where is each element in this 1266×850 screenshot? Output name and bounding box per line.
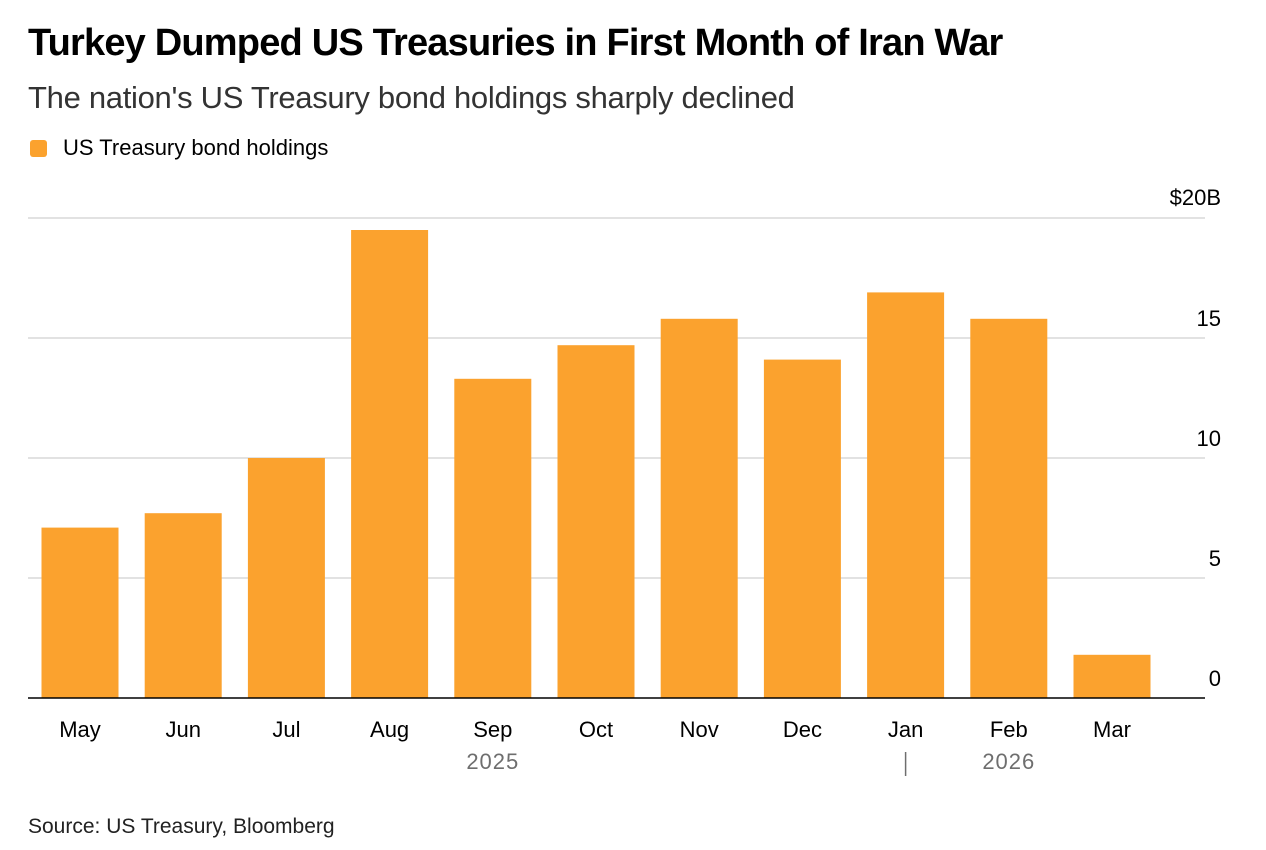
x-tick-label: Jan: [888, 717, 923, 742]
bar: [557, 345, 635, 698]
bar: [454, 378, 532, 698]
x-tick-label: Dec: [783, 717, 822, 742]
x-tick-label: Mar: [1093, 717, 1131, 742]
chart-title: Turkey Dumped US Treasuries in First Mon…: [28, 22, 1003, 64]
bar: [1073, 654, 1151, 698]
x-tick-label: Nov: [680, 717, 719, 742]
legend-label: US Treasury bond holdings: [63, 135, 329, 160]
legend: US Treasury bond holdings: [30, 135, 328, 161]
bar: [867, 292, 945, 698]
bar: [763, 359, 841, 698]
source-note: Source: US Treasury, Bloomberg: [28, 815, 335, 838]
x-tick-label: Sep: [473, 717, 512, 742]
year-label: 2025: [466, 749, 519, 774]
bar: [660, 318, 738, 698]
y-tick-label: 15: [1197, 306, 1221, 331]
y-tick-label: 5: [1209, 546, 1221, 571]
bar: [144, 513, 222, 698]
x-tick-label: Aug: [370, 717, 409, 742]
y-tick-label: $20B: [1170, 185, 1221, 210]
x-tick-label: Jun: [165, 717, 200, 742]
year-label: 2026: [982, 749, 1035, 774]
bar: [970, 318, 1048, 698]
x-tick-label: Jul: [272, 717, 300, 742]
bar: [351, 230, 429, 698]
y-tick-label: 0: [1209, 666, 1221, 691]
x-tick-label: Oct: [579, 717, 613, 742]
x-tick-label: Feb: [990, 717, 1028, 742]
bar: [41, 527, 119, 698]
bar: [247, 458, 325, 698]
x-tick-label: May: [59, 717, 101, 742]
y-tick-label: 10: [1197, 426, 1221, 451]
legend-swatch: [30, 139, 47, 157]
chart-subtitle: The nation's US Treasury bond holdings s…: [28, 80, 795, 115]
